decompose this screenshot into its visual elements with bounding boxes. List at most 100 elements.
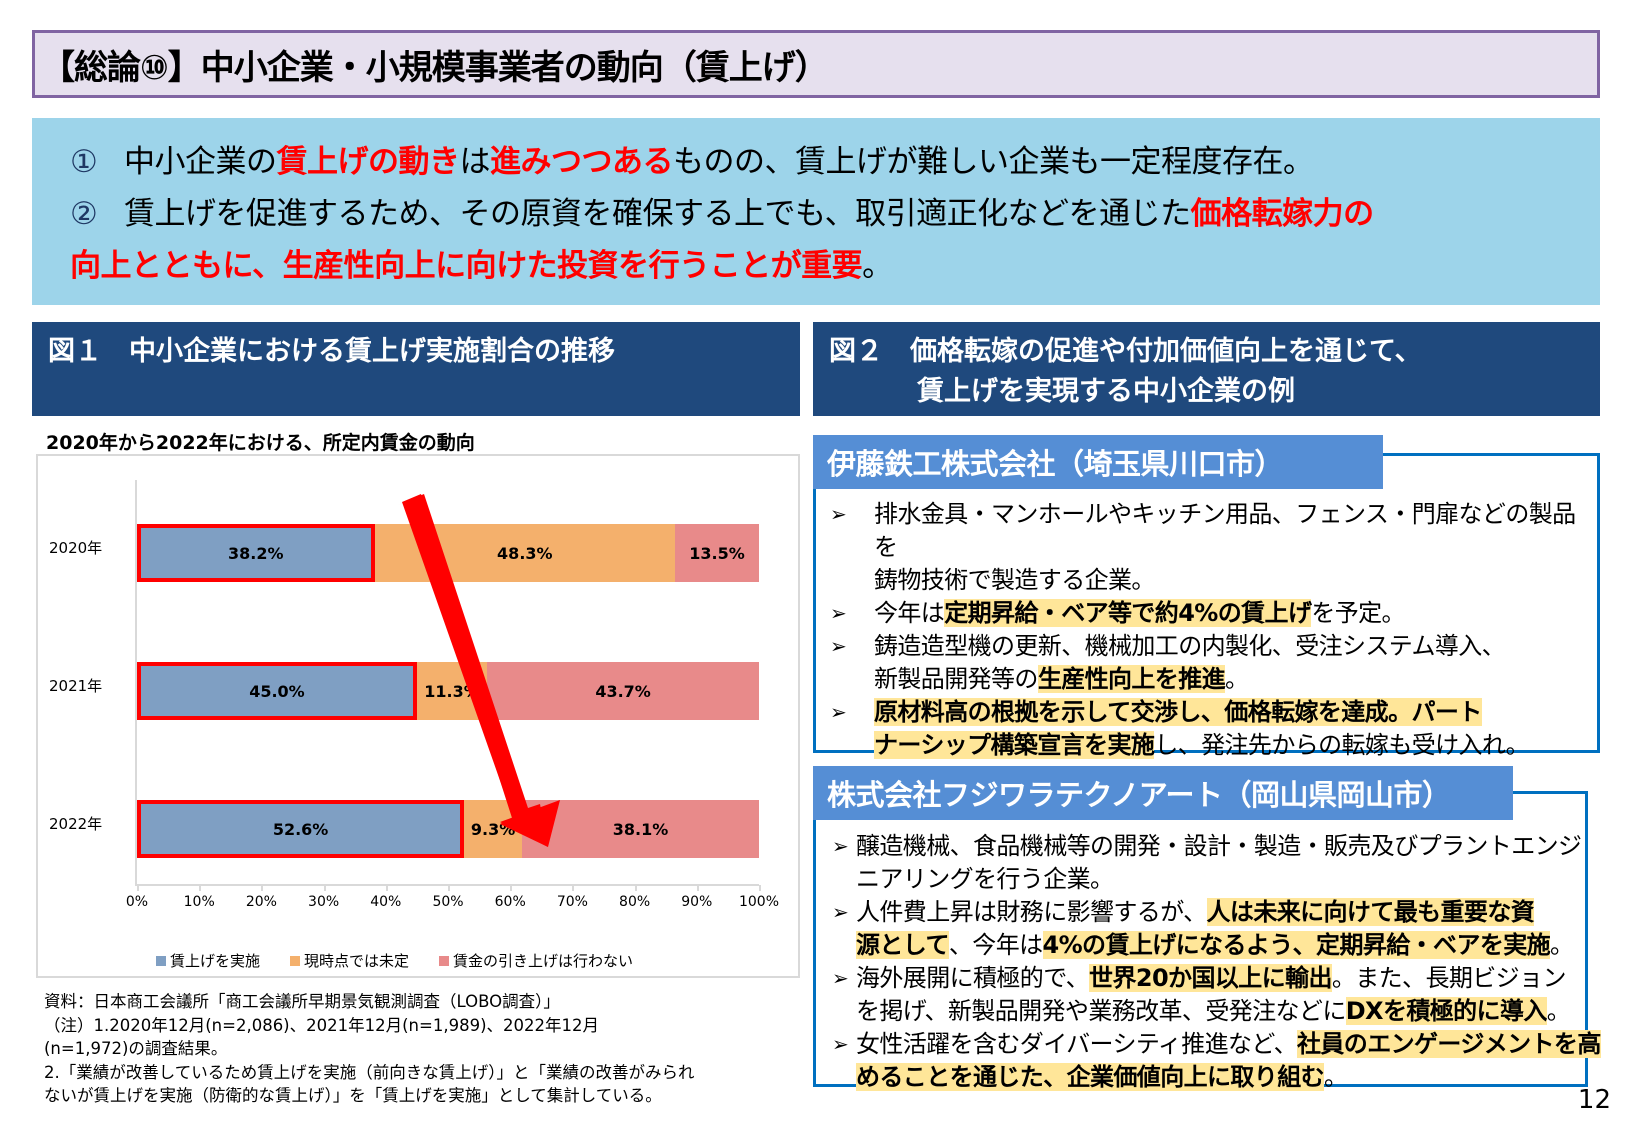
x-tick-label: 0% <box>125 894 149 910</box>
page-number: 12 <box>1577 1085 1611 1115</box>
summary-box: ① 中小企業の賃上げの動きは進みつつあるものの、賃上げが難しい企業も一定程度存在。… <box>32 118 1600 305</box>
x-tick-mark <box>137 885 139 891</box>
fig1-header-text: 図１ 中小企業における賃上げ実施割合の推移 <box>48 336 615 367</box>
item-text: 醸造機械、食品機械等の開発・設計・製造・販売及びプラントエンジ <box>856 832 1582 860</box>
slide-title: 【総論⑩】中小企業・小規模事業者の動向（賃上げ） <box>41 47 829 88</box>
case1-item: ➢ 排水金具・マンホールやキッチン用品、フェンス・門扉などの製品を 鋳物技術で製造… <box>830 498 1590 597</box>
chart-frame: 2020年 38.2% 48.3% 13.5% 2021年 45.0% 11.3… <box>36 454 800 978</box>
bar-segment-undecided: 48.3% <box>374 524 676 582</box>
item-text: を掲げ、新製品開発や業務改革、受発注などに <box>856 997 1346 1025</box>
x-tick-mark <box>510 885 513 891</box>
x-tick-label: 30% <box>308 894 340 910</box>
circled-number-1: ① <box>70 144 98 180</box>
item-highlight: 4%の賃上げになるよう、定期昇給・ベアを実施 <box>1042 931 1551 959</box>
summary-line-3: 向上とともに、生産性向上に向けた投資を行うことが重要。 <box>70 240 1600 292</box>
arrow-bullet-icon: ➢ <box>830 634 847 658</box>
item-highlight: ナーシップ構築宣言を実施 <box>874 731 1155 759</box>
summary-text: 。 <box>862 248 893 284</box>
summary-text: は <box>459 144 491 180</box>
note-2-cont: ないが賃上げを実施（防衛的な賃上げ）」を「賃上げを実施」として集計している。 <box>44 1086 662 1105</box>
x-tick-label: 10% <box>183 894 215 910</box>
bar-segment-wage-increase: 52.6% <box>137 800 465 858</box>
x-tick-label: 100% <box>738 894 780 910</box>
arrow-bullet-icon: ➢ <box>832 834 849 858</box>
item-text: 今年は <box>874 599 945 627</box>
x-tick-label: 80% <box>619 894 651 910</box>
summary-emphasis: 進みつつある <box>490 144 674 180</box>
case1-item: ➢ 今年は定期昇給・ベア等で約4%の賃上げを予定。 <box>830 597 1590 630</box>
item-text: 海外展開に積極的で、 <box>856 964 1090 992</box>
legend-swatch-blue-icon <box>156 955 166 966</box>
item-text: 。 <box>1546 997 1571 1025</box>
fig1-header: 図１ 中小企業における賃上げ実施割合の推移 <box>32 322 800 416</box>
x-tick-mark <box>261 885 264 891</box>
arrow-bullet-icon: ➢ <box>830 700 847 724</box>
arrow-bullet-icon: ➢ <box>832 900 849 924</box>
x-tick-mark <box>323 885 326 891</box>
x-tick-label: 50% <box>432 894 464 910</box>
chart-notes: 資料：日本商工会議所「商工会議所早期景気観測調査（LOBO調査）」 （注）1.2… <box>44 990 784 1108</box>
item-highlight: 人は未来に向けて最も重要な資 <box>1206 898 1535 926</box>
summary-line-1: ① 中小企業の賃上げの動きは進みつつあるものの、賃上げが難しい企業も一定程度存在。 <box>70 136 1600 188</box>
x-tick-mark <box>572 885 575 891</box>
legend-item: 現時点では未定 <box>290 950 409 971</box>
slide-title-box: 【総論⑩】中小企業・小規模事業者の動向（賃上げ） <box>32 30 1600 98</box>
fig2-header-line1: 図２ 価格転嫁の促進や付加価値向上を通じて、 <box>829 336 1422 367</box>
chart-plot-area: 2020年 38.2% 48.3% 13.5% 2021年 45.0% 11.3… <box>49 480 779 910</box>
x-tick-mark <box>448 885 450 891</box>
arrow-bullet-icon: ➢ <box>830 502 847 526</box>
case2-item: ➢ 醸造機械、食品機械等の開発・設計・製造・販売及びプラントエンジ ニアリングを行… <box>832 830 1602 896</box>
summary-text: 中小企業の <box>124 144 277 180</box>
summary-line-2: ② 賃上げを促進するため、その原資を確保する上でも、取引適正化などを通じた価格転嫁… <box>70 188 1600 240</box>
bar-segment-no-increase: 13.5% <box>675 524 759 582</box>
item-text: 鋳造造型機の更新、機械加工の内製化、受注システム導入、 <box>874 632 1506 660</box>
note-1-cont: (n=1,972)の調査結果。 <box>44 1039 228 1058</box>
x-tick-label: 40% <box>370 894 402 910</box>
y-axis-label: 2021年 <box>49 677 103 695</box>
item-highlight: 生産性向上を推進 <box>1037 665 1226 693</box>
summary-text: ものの、賃上げが難しい企業も一定程度存在。 <box>673 144 1314 180</box>
item-text: 鋳物技術で製造する企業。 <box>874 566 1155 594</box>
y-axis-label: 2022年 <box>49 815 103 833</box>
case2-item: ➢ 人件費上昇は財務に影響するが、人は未来に向けて最も重要な資 源として、今年は4… <box>832 896 1602 962</box>
summary-text: 賃上げを促進するため、その原資を確保する上でも、取引適正化などを通じた <box>124 196 1191 232</box>
bar-segment-wage-increase: 38.2% <box>137 524 375 582</box>
case2-title: 株式会社フジワラテクノアート（岡山県岡山市） <box>813 766 1513 820</box>
case1-title: 伊藤鉄工株式会社（埼玉県川口市） <box>813 435 1383 489</box>
x-tick-mark <box>696 885 699 891</box>
chart-legend: 賃上げを実施 現時点では未定 賃金の引き上げは行わない <box>156 950 633 971</box>
x-tick-mark <box>385 885 388 891</box>
fig2-header: 図２ 価格転嫁の促進や付加価値向上を通じて、 賃上げを実現する中小企業の例 <box>813 322 1600 416</box>
item-highlight: 世界20か国以上に輸出 <box>1089 964 1332 992</box>
legend-label: 賃金の引き上げは行わない <box>453 952 634 970</box>
arrow-bullet-icon: ➢ <box>832 966 849 990</box>
case2-body: ➢ 醸造機械、食品機械等の開発・設計・製造・販売及びプラントエンジ ニアリングを行… <box>832 830 1602 1094</box>
item-text: 女性活躍を含むダイバーシティ推進など、 <box>856 1030 1298 1058</box>
x-tick-mark <box>634 885 637 891</box>
bar-segment-undecided: 11.3% <box>416 662 488 720</box>
summary-emphasis: 向上とともに、生産性向上に向けた投資を行うことが重要 <box>70 248 863 284</box>
item-text: 、今年は <box>948 931 1043 959</box>
x-tick-label: 90% <box>681 894 713 910</box>
note-1: （注）1.2020年12月(n=2,086)、2021年12月(n=1,989)… <box>44 1015 599 1035</box>
case1-body: ➢ 排水金具・マンホールやキッチン用品、フェンス・門扉などの製品を 鋳物技術で製造… <box>830 498 1590 762</box>
case1-item: ➢ 原材料高の根拠を示して交渉し、価格転嫁を達成。パート ナーシップ構築宣言を実施… <box>830 696 1590 762</box>
item-highlight: DXを積極的に導入 <box>1345 997 1547 1025</box>
fig2-header-line2: 賃上げを実現する中小企業の例 <box>917 376 1295 407</box>
x-tick-label: 20% <box>245 894 277 910</box>
bar-segment-no-increase: 43.7% <box>487 662 759 720</box>
x-tick-label: 60% <box>494 894 526 910</box>
item-text: 人件費上昇は財務に影響するが、 <box>856 898 1207 926</box>
arrow-bullet-icon: ➢ <box>830 601 847 625</box>
item-text: を予定。 <box>1311 599 1405 627</box>
legend-label: 現時点では未定 <box>304 952 410 970</box>
bar-segment-undecided: 9.3% <box>464 800 523 858</box>
legend-swatch-orange-icon <box>290 955 301 966</box>
item-text: し、発注先からの転嫁も受け入れ。 <box>1154 731 1529 759</box>
legend-label: 賃上げを実施 <box>170 952 261 970</box>
item-highlight: 社員のエンゲージメントを高 <box>1297 1030 1601 1058</box>
x-tick-mark <box>199 885 202 891</box>
legend-item: 賃上げを実施 <box>156 950 260 971</box>
bar-segment-wage-increase: 45.0% <box>137 662 417 720</box>
legend-swatch-pink-icon <box>439 955 450 966</box>
